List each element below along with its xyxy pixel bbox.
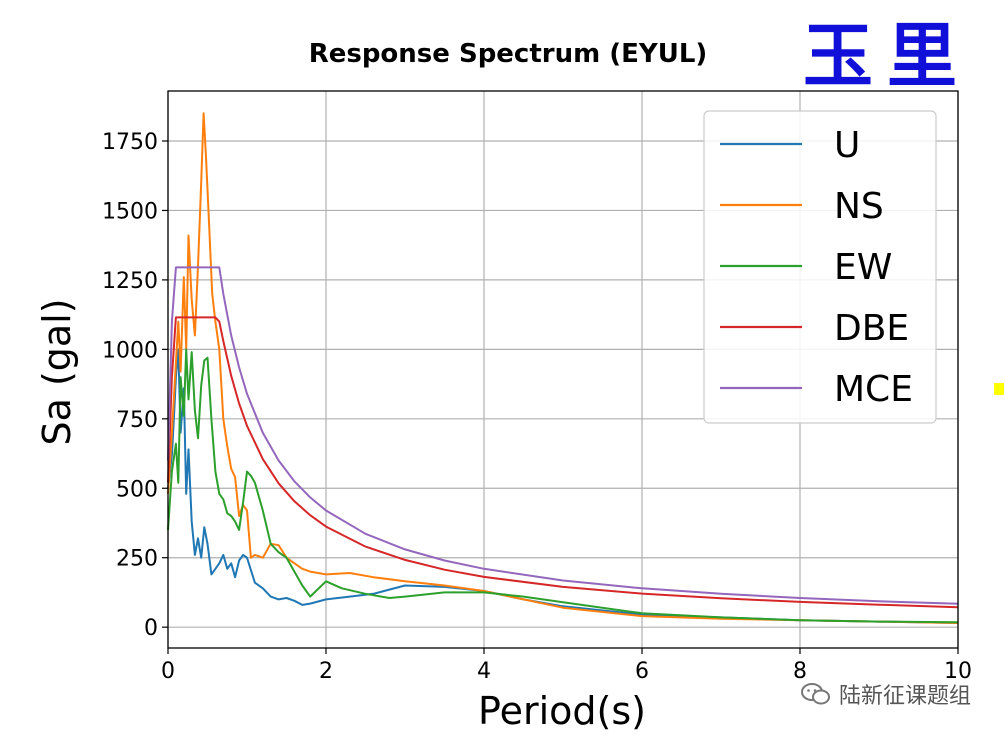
series-lines bbox=[167, 112, 959, 624]
legend-box bbox=[703, 110, 937, 424]
legend-label: U bbox=[834, 125, 860, 166]
stamp-text: 玉里 bbox=[803, 14, 971, 97]
legend: U NS EW DBE MCE bbox=[703, 110, 937, 424]
axis-ticks: 0 2 4 6 8 10 0 250 500 750 1000 1250 1500 1750 bbox=[102, 130, 972, 684]
x-tick-label: 10 bbox=[944, 659, 972, 684]
y-tick-label: 1000 bbox=[102, 338, 158, 363]
legend-label: NS bbox=[834, 186, 884, 227]
watermark-text: 陆新征课题组 bbox=[838, 684, 971, 709]
y-tick-label: 1750 bbox=[102, 130, 158, 155]
y-tick-label: 500 bbox=[116, 477, 158, 502]
legend-label: EW bbox=[834, 247, 892, 288]
watermark: 陆新征课题组 bbox=[800, 678, 971, 710]
legend-label: MCE bbox=[834, 369, 913, 410]
y-tick-label: 1250 bbox=[102, 269, 158, 294]
x-tick-label: 8 bbox=[793, 659, 807, 684]
x-axis-label: Period(s) bbox=[478, 689, 646, 733]
series-line-ew bbox=[167, 348, 959, 624]
yellow-marker bbox=[994, 383, 1004, 395]
legend-label: DBE bbox=[834, 308, 909, 349]
x-tick-label: 0 bbox=[161, 659, 175, 684]
x-tick-label: 2 bbox=[319, 659, 333, 684]
y-tick-label: 0 bbox=[144, 616, 158, 641]
x-tick-label: 4 bbox=[477, 659, 491, 684]
y-tick-label: 1500 bbox=[102, 199, 158, 224]
series-line-dbe bbox=[167, 316, 959, 609]
series-line-mce bbox=[167, 266, 959, 605]
wechat-icon bbox=[800, 683, 830, 705]
y-tick-label: 250 bbox=[116, 547, 158, 572]
plot-frame bbox=[167, 90, 959, 649]
y-tick-label: 750 bbox=[116, 408, 158, 433]
y-axis-label: Sa (gal) bbox=[35, 298, 79, 445]
chart-title: Response Spectrum (EYUL) bbox=[309, 39, 708, 69]
x-tick-label: 6 bbox=[635, 659, 649, 684]
